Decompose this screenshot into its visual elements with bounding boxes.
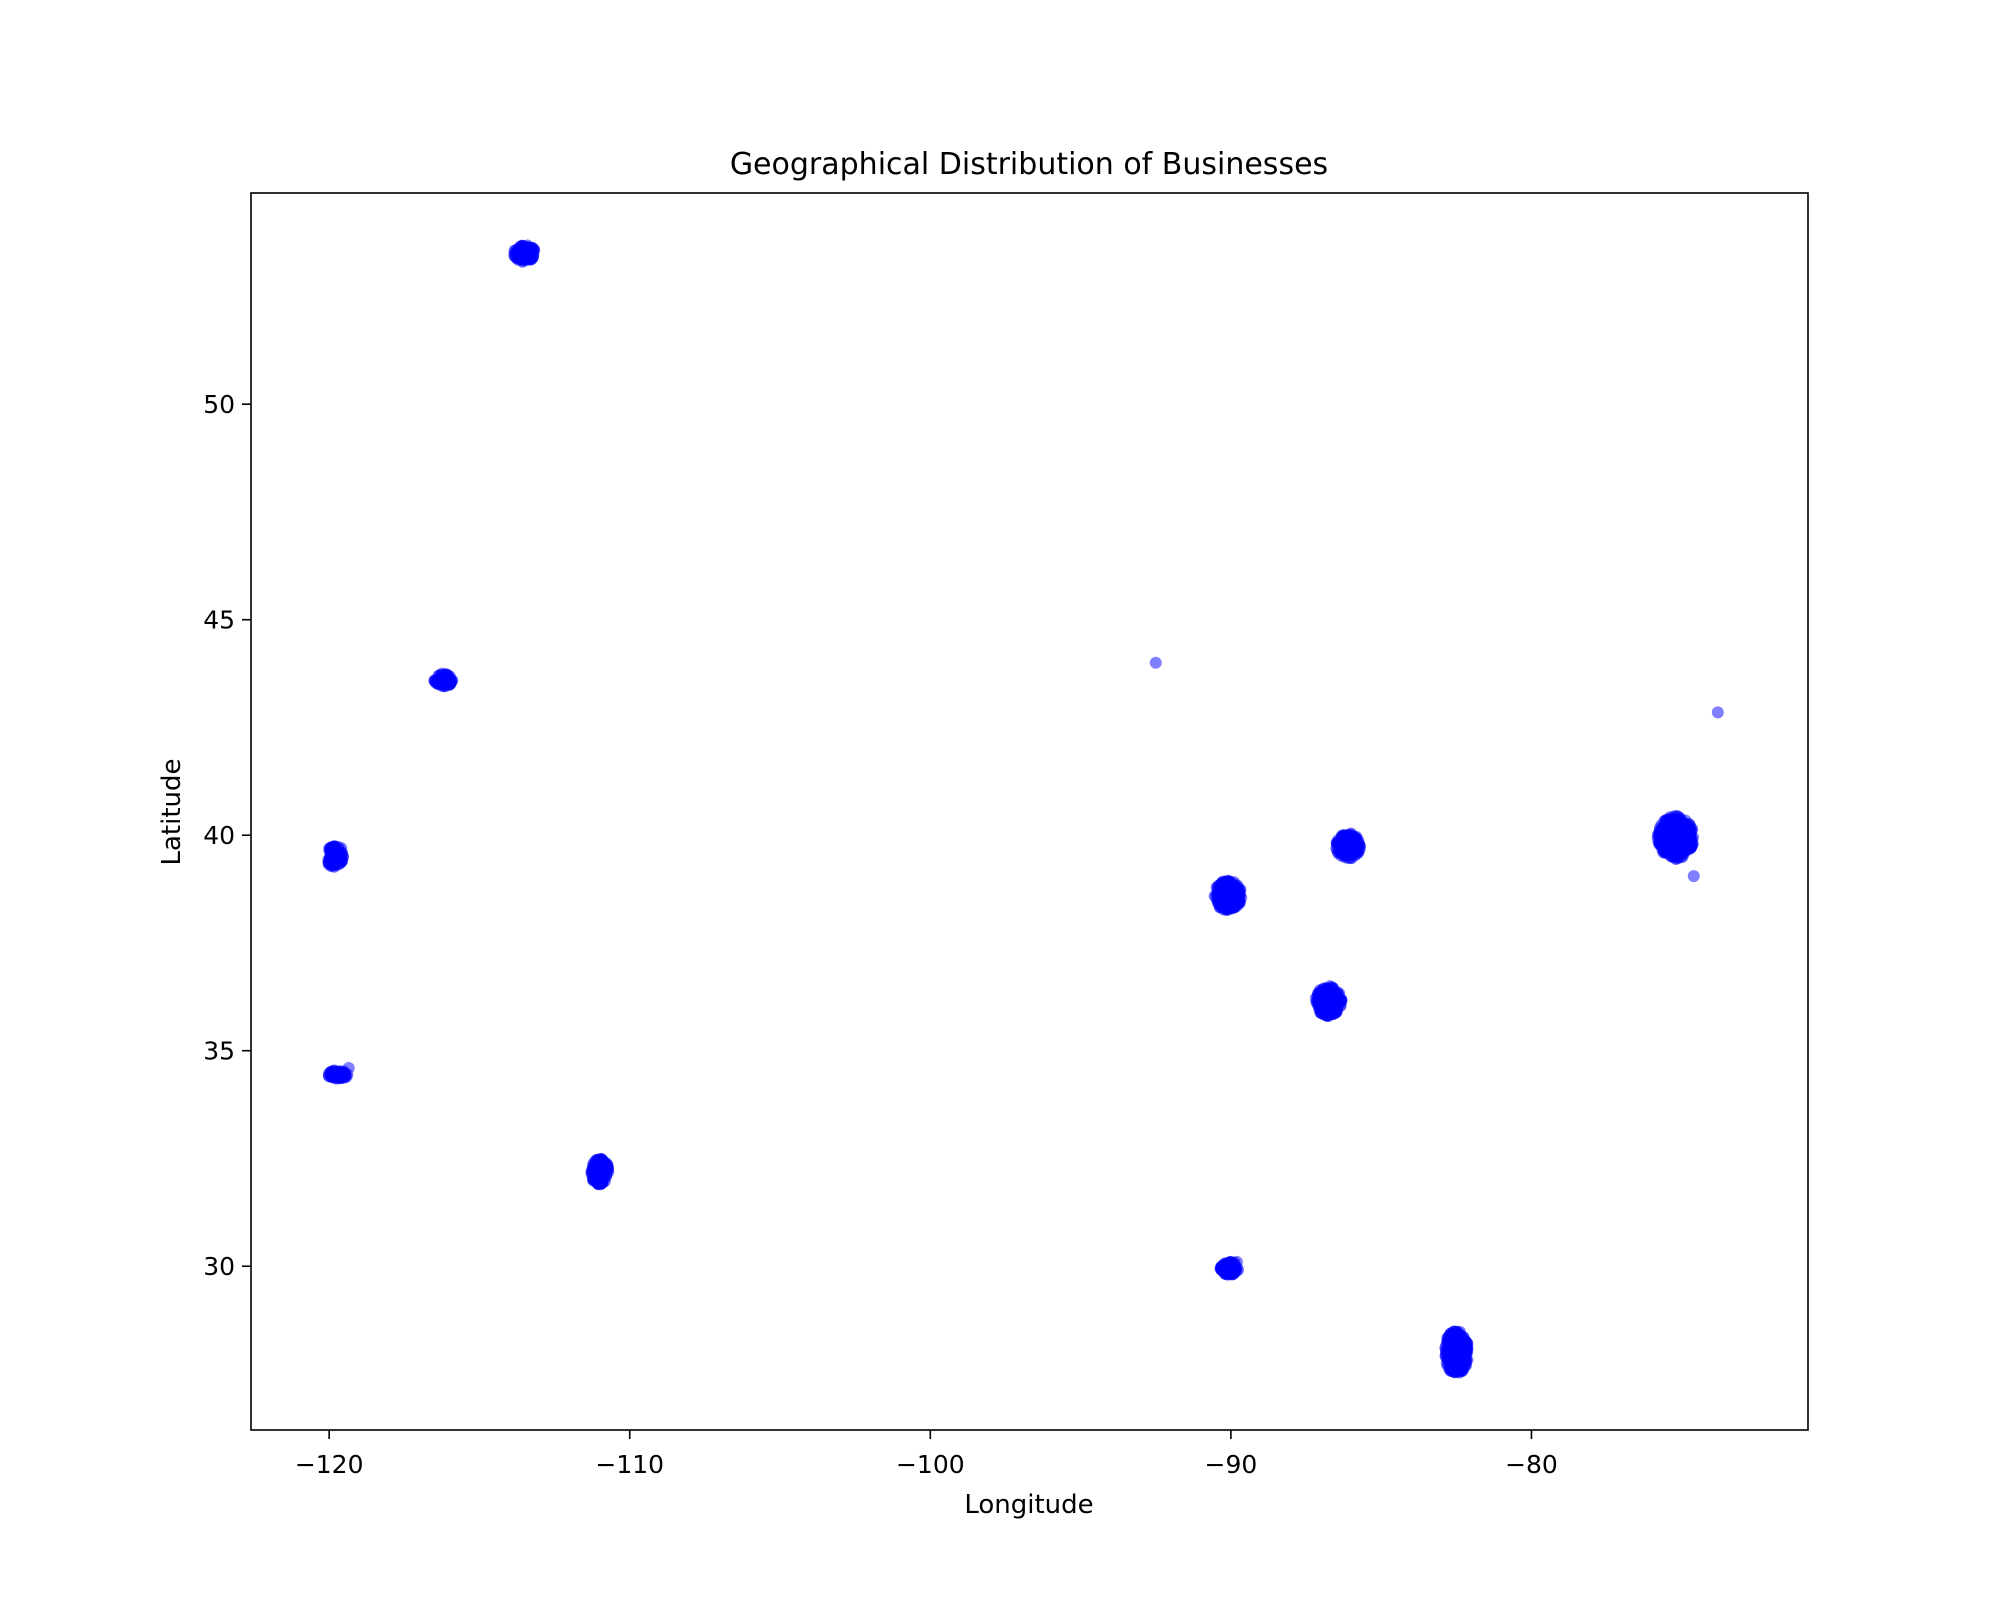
data-point	[1149, 656, 1162, 669]
y-axis-label: Latitude	[157, 758, 187, 865]
y-tick-label: 35	[203, 1037, 235, 1066]
data-point	[1676, 850, 1689, 863]
data-point	[1685, 825, 1698, 838]
plot-area	[250, 192, 1809, 1431]
data-point	[1351, 845, 1364, 858]
data-point	[519, 243, 532, 256]
plot-frame	[250, 192, 1809, 1431]
data-point	[1665, 813, 1678, 826]
data-point	[599, 1160, 612, 1173]
data-point	[1661, 826, 1674, 839]
x-tick-label: −90	[1205, 1450, 1258, 1479]
data-point	[1441, 1345, 1454, 1358]
data-point	[322, 857, 335, 870]
data-points	[322, 239, 1724, 1379]
y-tick-label: 50	[203, 390, 235, 419]
data-point	[326, 841, 339, 854]
data-point	[1664, 850, 1677, 863]
x-axis-label: Longitude	[964, 1490, 1093, 1520]
x-axis: −120 −110 −100 −90 −80	[295, 1430, 1558, 1479]
data-point	[323, 1070, 336, 1083]
data-point	[342, 1061, 355, 1074]
data-point	[513, 252, 526, 265]
data-point	[1452, 1353, 1465, 1366]
data-point	[1453, 1344, 1466, 1357]
data-point	[600, 1170, 613, 1183]
x-tick-label: −110	[595, 1450, 664, 1479]
y-tick-label: 45	[203, 606, 235, 635]
y-tick-label: 40	[203, 821, 235, 850]
data-point	[1334, 835, 1347, 848]
data-point	[523, 252, 536, 265]
y-axis: 30 35 40 45 50	[203, 390, 251, 1281]
data-point	[1230, 1255, 1243, 1268]
data-point	[1225, 1268, 1238, 1281]
data-point	[1330, 988, 1343, 1001]
chart-title: Geographical Distribution of Businesses	[730, 147, 1328, 182]
data-point	[331, 1070, 344, 1083]
data-point	[1687, 870, 1700, 883]
data-point	[1656, 836, 1669, 849]
x-tick-label: −80	[1505, 1450, 1558, 1479]
y-tick-label: 30	[203, 1252, 235, 1281]
x-tick-label: −120	[295, 1450, 364, 1479]
data-point	[1711, 706, 1724, 719]
data-point	[1228, 901, 1241, 914]
data-point	[1220, 891, 1233, 904]
data-point	[1327, 1006, 1340, 1019]
data-point	[436, 675, 449, 688]
data-point	[1681, 835, 1694, 848]
data-point	[585, 1167, 598, 1180]
x-tick-label: −100	[896, 1450, 965, 1479]
data-point	[335, 842, 348, 855]
